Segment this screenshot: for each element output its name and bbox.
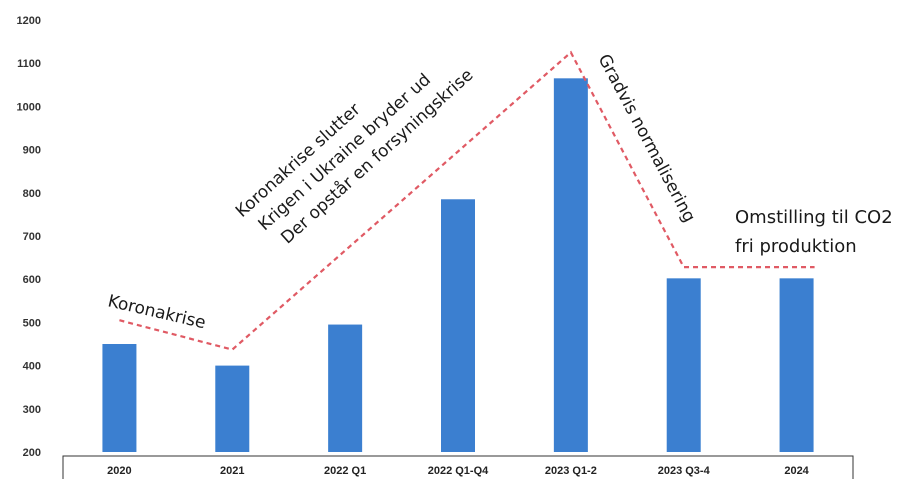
category-axis-box <box>62 455 854 479</box>
category-label: 2023 Q1-2 <box>545 465 597 477</box>
category-label: 2022 Q1-Q4 <box>428 465 489 477</box>
category-label: 2022 Q1 <box>324 465 366 477</box>
bar <box>215 365 250 452</box>
bar <box>328 324 363 452</box>
y-tick-label: 1000 <box>17 101 41 113</box>
category-label: 2020 <box>107 465 131 477</box>
category-axis: 2020 2021 2022 Q1 2022 Q1-Q4 2023 Q1-2 2023 Q… <box>107 465 809 477</box>
bar <box>441 199 475 452</box>
y-tick-label: 800 <box>23 188 41 200</box>
y-tick-label: 300 <box>23 404 41 416</box>
trend-line <box>119 50 815 351</box>
bar <box>779 278 814 452</box>
annotation-phase2-line-2: Krigen i Ukraine bryder ud <box>255 70 435 235</box>
category-label: 2021 <box>220 465 244 477</box>
category-label: 2024 <box>784 465 809 477</box>
bar <box>666 278 701 452</box>
y-tick-label: 1200 <box>17 15 41 27</box>
category-label: 2023 Q3-4 <box>658 465 711 477</box>
y-tick-label: 500 <box>23 317 41 329</box>
annotation-omstilling-line-2: fri produktion <box>735 236 857 257</box>
y-tick-label: 700 <box>23 231 41 243</box>
bars <box>102 78 814 452</box>
annotation-koronakrise: Koronakrise <box>106 291 208 333</box>
annotation-omstilling-line-1: Omstilling til CO2 <box>735 207 893 228</box>
annotation-phase2: Koronakrise slutter Krigen i Ukraine bry… <box>232 64 477 248</box>
y-tick-label: 900 <box>23 145 41 157</box>
bar <box>102 344 137 452</box>
y-tick-label: 600 <box>23 274 41 286</box>
annotation-gradvis: Gradvis normalisering <box>594 51 700 226</box>
y-tick-label: 200 <box>23 447 41 459</box>
y-tick-label: 400 <box>23 361 41 373</box>
annotation-omstilling: Omstilling til CO2 fri produktion <box>735 207 893 257</box>
y-axis: 200 300 400 500 600 700 800 900 1000 1100 1200 <box>17 15 41 459</box>
y-tick-label: 1100 <box>17 58 41 70</box>
bar <box>553 78 588 452</box>
